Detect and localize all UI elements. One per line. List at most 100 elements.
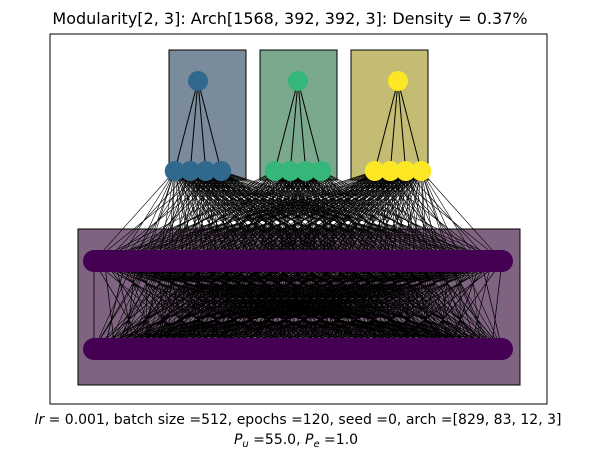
- edge-hidden-output: [197, 80, 207, 172]
- edge-input-hidden: [93, 170, 275, 262]
- edge-input-input: [470, 260, 492, 350]
- edge-input-input: [104, 260, 492, 350]
- edge-hidden-output: [397, 80, 407, 172]
- edge-input-hidden: [402, 170, 422, 262]
- caption-pe-value: =1.0: [320, 432, 358, 448]
- edge-input-hidden: [290, 170, 354, 262]
- edge-input-input: [114, 260, 367, 350]
- caption-pu-sub: u: [242, 439, 248, 450]
- edge-input-hidden: [167, 170, 275, 262]
- edge-input-hidden: [378, 170, 422, 262]
- edge-input-input: [125, 260, 293, 350]
- edge-input-input: [93, 260, 252, 350]
- edge-input-hidden: [180, 170, 291, 262]
- edge-input-hidden: [93, 170, 206, 262]
- edge-input-input: [365, 260, 492, 350]
- edge-input-input: [135, 260, 220, 350]
- edge-input-hidden: [155, 170, 422, 262]
- hidden-node: [380, 161, 401, 181]
- edge-input-input: [104, 260, 116, 350]
- edge-input-input: [219, 260, 471, 350]
- hidden-node: [211, 161, 232, 181]
- edge-input-hidden: [118, 170, 176, 262]
- edge-hidden-output: [289, 80, 299, 172]
- hidden-node: [395, 161, 416, 181]
- edge-input-input: [334, 260, 503, 350]
- hidden-node: [264, 161, 285, 181]
- edge-input-input: [491, 260, 503, 350]
- edge-input-input: [104, 260, 283, 350]
- edge-input-hidden: [106, 170, 322, 262]
- edge-input-hidden: [168, 170, 406, 262]
- edge-input-input: [282, 260, 503, 350]
- edge-input-input: [261, 260, 492, 350]
- edge-input-input: [418, 260, 492, 350]
- edge-input-hidden: [130, 170, 291, 262]
- edge-input-hidden: [93, 170, 175, 262]
- edge-input-input: [93, 260, 147, 350]
- caption-pu-value: =55.0,: [249, 432, 305, 448]
- edge-input-input: [114, 260, 471, 350]
- edge-input-hidden: [192, 170, 375, 262]
- hidden-node: [364, 161, 385, 181]
- edge-input-input: [125, 260, 450, 350]
- edge-input-input: [407, 260, 461, 350]
- edge-input-input: [125, 260, 241, 350]
- edge-input-input: [125, 260, 346, 350]
- edge-input-hidden: [279, 170, 422, 262]
- module-1-box: [168, 49, 247, 181]
- edge-input-hidden: [266, 170, 406, 262]
- edge-input-hidden: [420, 170, 429, 262]
- edge-input-hidden: [279, 170, 391, 262]
- edge-input-hidden: [229, 170, 391, 262]
- edge-input-hidden: [143, 170, 176, 262]
- edge-input-input: [470, 260, 482, 350]
- edge-input-input: [125, 260, 398, 350]
- edges-group: [93, 80, 503, 350]
- edge-hidden-output: [274, 80, 299, 172]
- edge-input-hidden: [421, 170, 503, 262]
- caption-lr-label: lr: [35, 412, 46, 428]
- caption-line-2: Pu =55.0, Pe =1.0: [234, 432, 358, 450]
- hidden-node: [295, 161, 316, 181]
- edge-input-input: [93, 260, 199, 350]
- edge-input-hidden: [328, 170, 422, 262]
- edge-input-hidden: [254, 170, 422, 262]
- edge-input-hidden: [217, 170, 375, 262]
- edge-input-input: [146, 260, 461, 350]
- edge-hidden-output: [189, 80, 199, 172]
- caption-pu-base: P: [234, 432, 243, 448]
- edge-input-input: [323, 260, 471, 350]
- edge-input-hidden: [106, 170, 191, 262]
- output-node-3: [388, 71, 408, 91]
- edge-input-input: [250, 260, 461, 350]
- edge-hidden-output: [197, 80, 222, 172]
- edge-input-input: [104, 260, 388, 350]
- edge-hidden-output: [389, 80, 399, 172]
- edge-input-input: [428, 260, 471, 350]
- edge-hidden-output: [374, 80, 399, 172]
- edge-input-hidden: [106, 170, 422, 262]
- edge-input-hidden: [155, 170, 291, 262]
- edge-input-input: [114, 260, 314, 350]
- caption-pe-base: P: [305, 432, 314, 448]
- nodes-group: [164, 71, 432, 181]
- edge-input-hidden: [168, 170, 375, 262]
- edge-input-input: [125, 260, 189, 350]
- caption-line-1-rest: = 0.001, batch size =512, epochs =120, s…: [44, 412, 561, 428]
- input-layer-rows: [83, 250, 513, 360]
- edge-input-hidden: [389, 170, 404, 262]
- edge-input-hidden: [106, 170, 391, 262]
- edge-input-input: [177, 260, 503, 350]
- edge-input-input: [156, 260, 492, 350]
- edge-input-hidden: [291, 170, 406, 262]
- output-node-2: [288, 71, 308, 91]
- edge-input-input: [480, 260, 503, 350]
- edge-hidden-output: [297, 80, 307, 172]
- edge-input-input: [125, 260, 503, 350]
- edge-input-hidden: [118, 170, 306, 262]
- edge-input-hidden: [118, 170, 406, 262]
- hidden-node: [311, 161, 332, 181]
- edge-input-hidden: [180, 170, 422, 262]
- edge-input-input: [93, 260, 304, 350]
